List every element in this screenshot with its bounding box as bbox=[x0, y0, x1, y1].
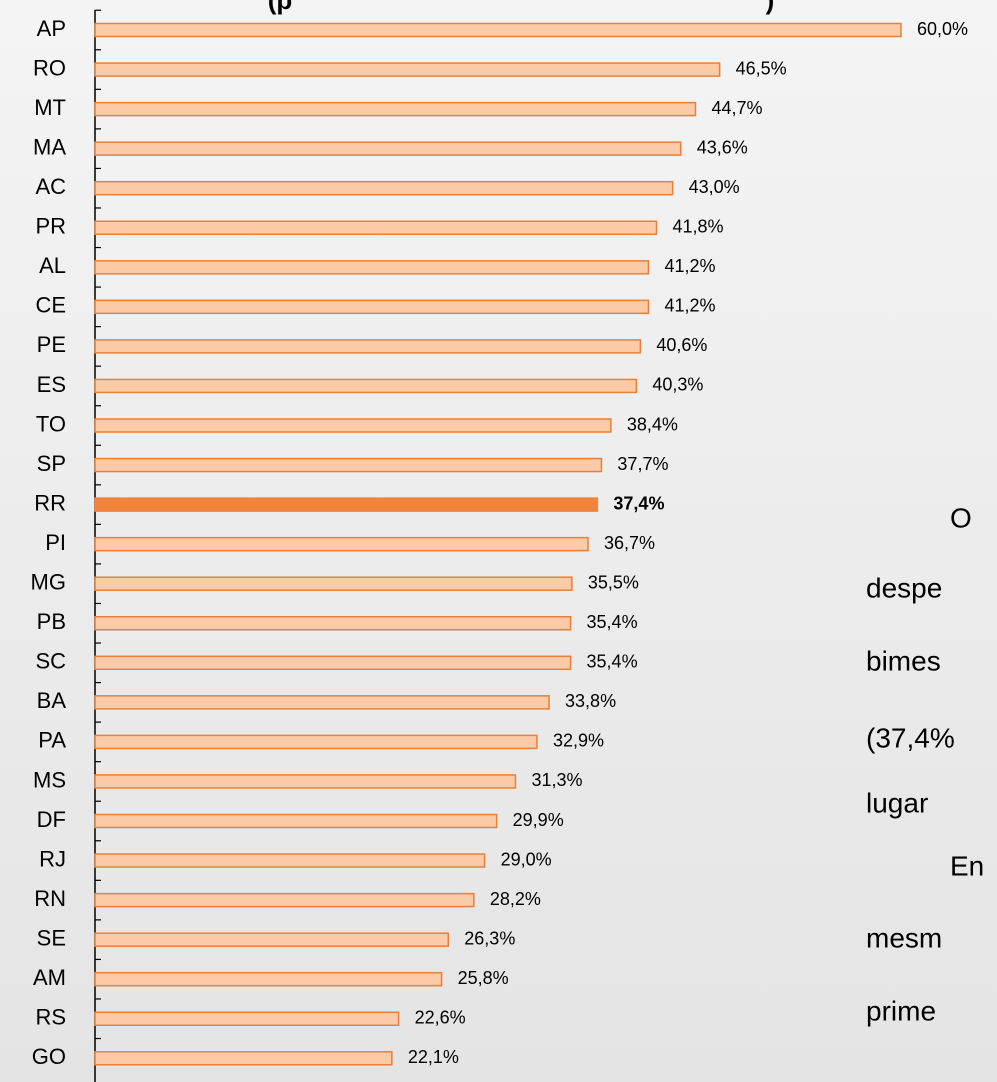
value-label: 38,4% bbox=[627, 414, 678, 434]
value-label: 31,3% bbox=[531, 770, 582, 790]
y-tick-label: CE bbox=[35, 293, 66, 318]
title-fragment: (p bbox=[268, 0, 293, 15]
value-label: 43,6% bbox=[697, 137, 748, 157]
bar bbox=[94, 853, 486, 868]
y-tick-label: AP bbox=[37, 16, 66, 41]
y-tick-label: RN bbox=[34, 886, 66, 911]
y-tick-label: SE bbox=[37, 925, 66, 950]
side-text: (37,4% bbox=[866, 722, 955, 753]
title-fragment: ) bbox=[766, 0, 775, 15]
bar bbox=[94, 892, 475, 908]
bar bbox=[94, 62, 721, 77]
bar bbox=[94, 101, 697, 117]
y-tick-label: SC bbox=[35, 649, 66, 674]
y-tick-label: MG bbox=[31, 570, 66, 595]
y-tick-label: ES bbox=[37, 372, 66, 397]
y-tick-label: GO bbox=[32, 1044, 66, 1069]
bar bbox=[94, 141, 682, 156]
y-tick-label: PA bbox=[38, 728, 66, 753]
value-label: 43,0% bbox=[689, 177, 740, 197]
y-tick-label: SP bbox=[37, 451, 66, 476]
y-tick-label: PR bbox=[35, 214, 66, 239]
bar bbox=[94, 378, 638, 394]
bar bbox=[94, 299, 650, 315]
bar bbox=[94, 695, 550, 710]
bar bbox=[94, 813, 498, 829]
bar bbox=[94, 497, 599, 512]
value-label: 46,5% bbox=[736, 58, 787, 78]
y-tick-label: AM bbox=[33, 965, 66, 990]
y-tick-label: DF bbox=[37, 807, 66, 832]
y-tick-label: RO bbox=[33, 55, 66, 80]
y-tick-label: AC bbox=[35, 174, 66, 199]
value-label: 37,4% bbox=[613, 493, 664, 513]
y-tick-label: PE bbox=[37, 332, 66, 357]
bar bbox=[94, 734, 538, 750]
value-label: 41,2% bbox=[664, 256, 715, 276]
y-tick-label: MS bbox=[33, 767, 66, 792]
value-label: 35,4% bbox=[587, 652, 638, 672]
value-label: 22,6% bbox=[415, 1008, 466, 1028]
side-text: lugar bbox=[866, 787, 928, 818]
value-label: 40,3% bbox=[652, 375, 703, 395]
value-label: 29,0% bbox=[501, 849, 552, 869]
bar bbox=[94, 655, 572, 671]
side-text: despe bbox=[866, 572, 942, 603]
y-tick-label: RJ bbox=[39, 846, 66, 871]
bar bbox=[94, 457, 603, 473]
value-label: 41,2% bbox=[664, 296, 715, 316]
y-tick-label: TO bbox=[36, 411, 66, 436]
value-label: 41,8% bbox=[673, 217, 724, 237]
value-label: 40,6% bbox=[656, 335, 707, 355]
y-tick-label: AL bbox=[39, 253, 66, 278]
value-label: 44,7% bbox=[711, 98, 762, 118]
y-tick-label: BA bbox=[37, 688, 67, 713]
bar bbox=[94, 180, 674, 196]
bar bbox=[94, 932, 450, 947]
side-text: mesm bbox=[866, 922, 942, 953]
y-tick-label: MT bbox=[34, 95, 66, 120]
value-label: 22,1% bbox=[408, 1047, 459, 1067]
bar bbox=[94, 418, 612, 433]
bar bbox=[94, 220, 658, 235]
value-label: 60,0% bbox=[917, 19, 968, 39]
value-label: 35,5% bbox=[588, 572, 639, 592]
y-tick-label: PI bbox=[45, 530, 66, 555]
bar bbox=[94, 616, 572, 631]
bar bbox=[94, 576, 573, 591]
bar bbox=[94, 536, 589, 552]
y-tick-label: RR bbox=[34, 490, 66, 515]
value-label: 33,8% bbox=[565, 691, 616, 711]
value-label: 26,3% bbox=[464, 928, 515, 948]
bar bbox=[94, 1011, 400, 1026]
bar bbox=[94, 1051, 393, 1066]
y-tick-label: RS bbox=[35, 1005, 66, 1030]
bar bbox=[94, 22, 902, 38]
value-label: 28,2% bbox=[490, 889, 541, 909]
bar bbox=[94, 260, 650, 275]
value-label: 36,7% bbox=[604, 533, 655, 553]
value-label: 29,9% bbox=[513, 810, 564, 830]
y-tick-label: MA bbox=[33, 134, 66, 159]
side-text: prime bbox=[866, 995, 936, 1026]
value-label: 37,7% bbox=[617, 454, 668, 474]
value-label: 35,4% bbox=[587, 612, 638, 632]
side-text: bimes bbox=[866, 645, 941, 676]
side-text: O bbox=[950, 502, 972, 533]
side-text: En bbox=[950, 850, 984, 881]
bar bbox=[94, 339, 642, 354]
value-label: 32,9% bbox=[553, 731, 604, 751]
y-tick-label: PB bbox=[37, 609, 66, 634]
bar bbox=[94, 774, 517, 789]
bar bbox=[94, 971, 443, 987]
value-label: 25,8% bbox=[458, 968, 509, 988]
